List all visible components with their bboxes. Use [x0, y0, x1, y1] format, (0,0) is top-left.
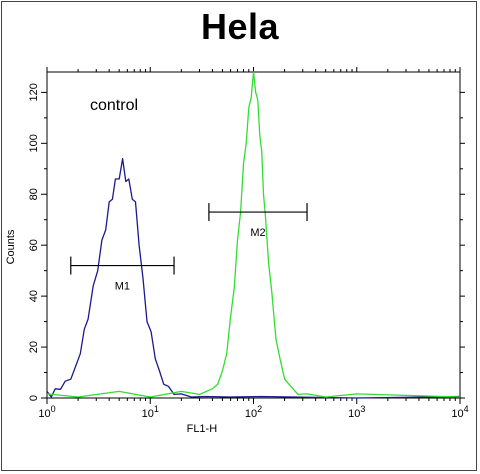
y-tick-label: 60 — [28, 239, 40, 251]
y-tick-label: 80 — [28, 188, 40, 200]
axes-frame — [41, 67, 465, 404]
y-tick-label: 20 — [28, 341, 40, 353]
series-line-1 — [46, 157, 461, 399]
x-tick-label: 101 — [142, 404, 159, 420]
marker-label-M2: M2 — [250, 227, 265, 239]
x-tick-label: 100 — [38, 404, 55, 420]
control-annotation: control — [90, 97, 138, 114]
series-layer — [46, 71, 461, 399]
y-axis-title: Counts — [5, 229, 17, 264]
y-tick-label: 120 — [28, 83, 40, 101]
y-tick-label: 40 — [28, 290, 40, 302]
chart-title: Hela — [200, 6, 280, 47]
axis-labels: 100 101 102 103 104 0 20 40 60 80 100 120 FL1-H Count… — [5, 83, 469, 435]
x-tick-label: 103 — [348, 404, 365, 420]
x-axis-title: FL1-H — [187, 423, 218, 435]
series-line-2 — [46, 71, 461, 398]
x-tick-label: 104 — [451, 404, 468, 420]
y-tick-label: 100 — [28, 134, 40, 152]
gate-markers: M1 M2 — [70, 203, 308, 293]
x-tick-label: 102 — [245, 404, 262, 420]
marker-label-M1: M1 — [115, 281, 130, 293]
y-tick-label: 0 — [28, 395, 40, 401]
